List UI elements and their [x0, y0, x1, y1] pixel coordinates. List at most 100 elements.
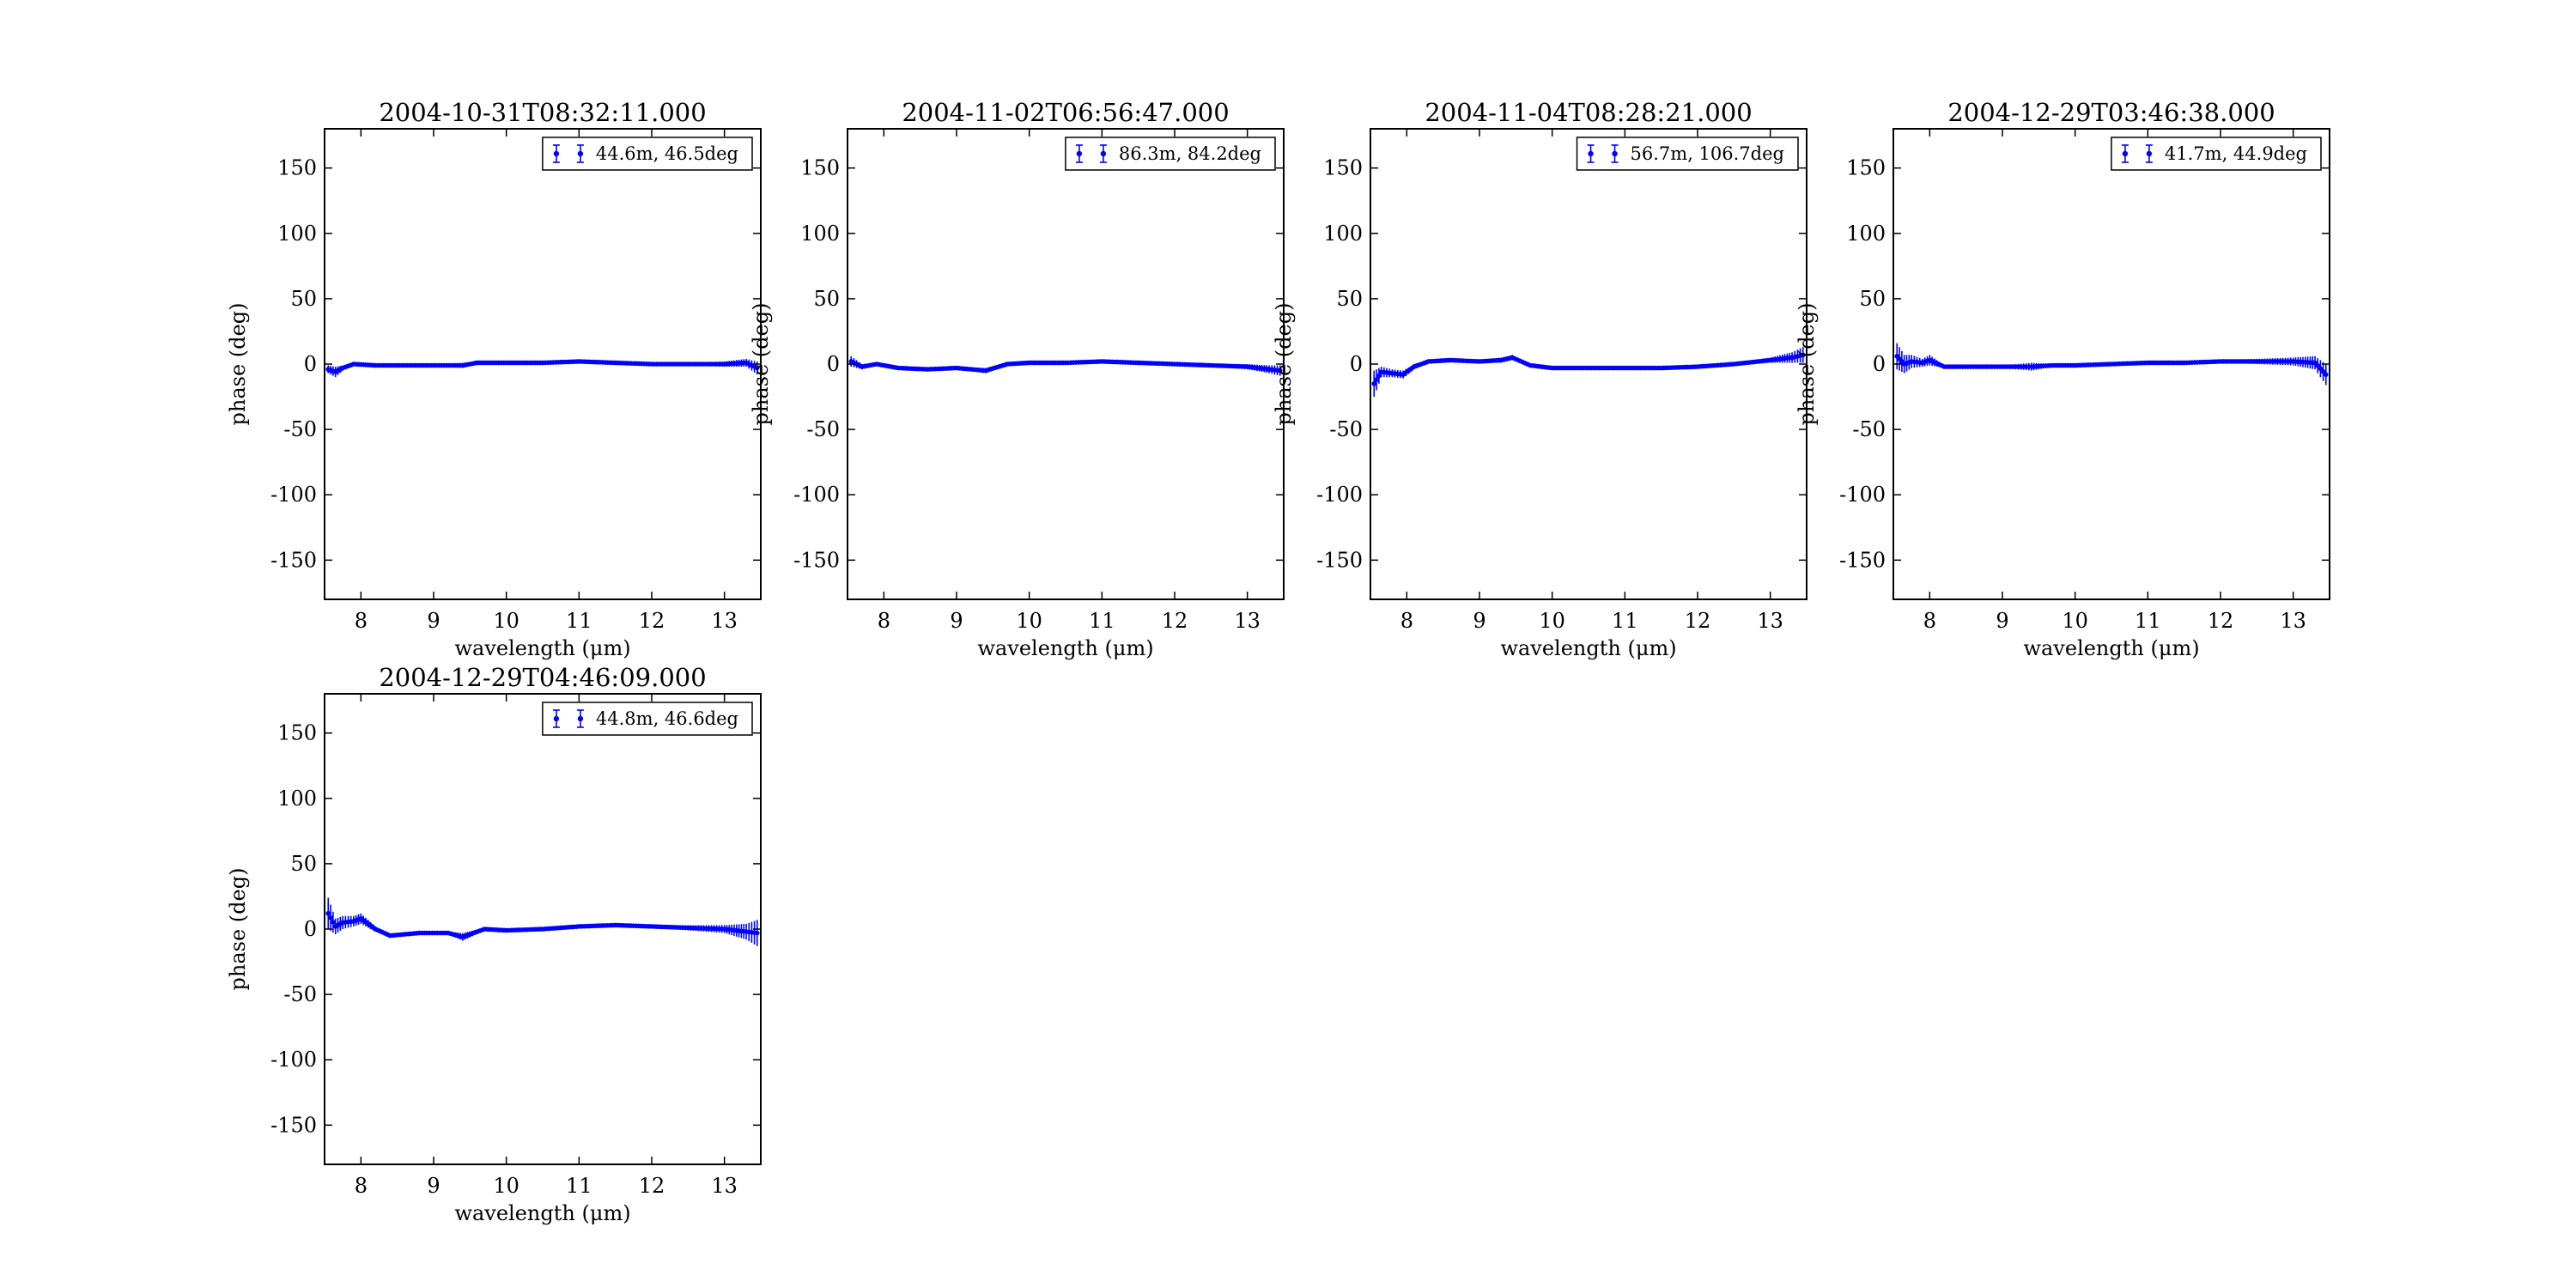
- x-tick-label: 12: [1162, 609, 1188, 633]
- subplot-1: 2004-10-31T08:32:11.000 8 9 10 11 12 13 -150 -10…: [226, 98, 762, 660]
- x-axis-label: wavelength (μm): [1500, 636, 1676, 660]
- x-tick-label: 9: [1996, 609, 2008, 633]
- y-tick-label: 50: [1859, 287, 1886, 311]
- data-point: [1376, 373, 1382, 379]
- y-tick-label: -100: [270, 1048, 317, 1072]
- subplot-title: 2004-12-29T04:46:09.000: [379, 663, 706, 692]
- y-tick-label: 150: [277, 721, 317, 745]
- x-tick-label: 8: [1400, 609, 1413, 633]
- x-tick-label: 12: [639, 609, 665, 633]
- data-point: [1277, 368, 1283, 374]
- x-tick-label: 12: [639, 1174, 665, 1198]
- y-tick-label: 50: [1336, 287, 1363, 311]
- x-tick-label: 11: [1612, 609, 1638, 633]
- y-tick-label: -50: [1852, 417, 1886, 441]
- y-tick-label: -150: [1839, 548, 1886, 572]
- data-point: [754, 930, 760, 936]
- y-tick-label: -50: [283, 417, 317, 441]
- x-tick-label: 10: [2062, 609, 2088, 633]
- x-tick-label: 13: [711, 609, 738, 633]
- y-tick-label: 100: [277, 222, 317, 246]
- x-tick-label: 10: [493, 609, 519, 633]
- y-tick-label: 50: [813, 287, 840, 311]
- x-tick-label: 11: [2135, 609, 2161, 633]
- data-point: [325, 910, 331, 916]
- subplot-2: 2004-11-02T06:56:47.000 8 9 10 11 12 13 -150 -10…: [749, 98, 1285, 660]
- x-tick-label: 9: [950, 609, 963, 633]
- legend-label: 56.7m, 106.7deg: [1631, 143, 1784, 164]
- legend: 41.7m, 44.9deg: [2111, 137, 2322, 171]
- legend-marker: [553, 150, 560, 157]
- y-tick-label: 0: [1350, 352, 1363, 376]
- subplot-title: 2004-11-02T06:56:47.000: [902, 98, 1229, 127]
- data-series: [1371, 347, 1806, 398]
- legend: 44.6m, 46.5deg: [542, 137, 753, 171]
- legend-marker: [2146, 150, 2153, 157]
- y-tick-label: 0: [827, 352, 840, 376]
- legend: 86.3m, 84.2deg: [1065, 137, 1276, 171]
- y-tick-label: 150: [1323, 156, 1363, 180]
- y-tick-label: 0: [1873, 352, 1886, 376]
- y-tick-label: -100: [1316, 483, 1363, 507]
- x-tick-label: 11: [566, 609, 592, 633]
- y-tick-label: 50: [290, 852, 317, 876]
- data-point: [754, 365, 760, 371]
- legend-marker: [1612, 150, 1618, 157]
- legend-marker: [577, 150, 584, 157]
- y-tick-label: -150: [270, 548, 317, 572]
- y-tick-label: -150: [793, 548, 840, 572]
- x-tick-label: 13: [711, 1174, 738, 1198]
- data-series: [325, 897, 760, 946]
- y-tick-label: 100: [1323, 222, 1363, 246]
- x-tick-label: 13: [1234, 609, 1261, 633]
- legend-box: [542, 137, 753, 171]
- y-tick-label: -50: [806, 417, 840, 441]
- x-tick-label: 8: [355, 609, 368, 633]
- legend-marker: [553, 715, 560, 722]
- x-axis-label: wavelength (μm): [454, 636, 630, 660]
- x-axis-label: wavelength (μm): [454, 1201, 630, 1225]
- subplot-grid: 2004-10-31T08:32:11.000 8 9 10 11 12 13 -150 -10…: [226, 98, 2330, 1225]
- legend: 44.8m, 46.6deg: [542, 702, 753, 736]
- legend-box: [2111, 137, 2322, 171]
- legend-marker: [577, 715, 584, 722]
- y-tick-label: 150: [277, 156, 317, 180]
- data-point: [1371, 381, 1377, 386]
- subplot-5: 2004-12-29T04:46:09.000 8 9 10 11 12 13 -150 -10…: [226, 663, 762, 1225]
- legend: 56.7m, 106.7deg: [1576, 137, 1799, 171]
- legend-box: [1065, 137, 1276, 171]
- y-tick-label: -150: [270, 1113, 317, 1137]
- x-tick-label: 12: [1685, 609, 1711, 633]
- y-axis-label: phase (deg): [226, 303, 250, 426]
- x-axis-label: wavelength (μm): [977, 636, 1153, 660]
- x-tick-label: 10: [1016, 609, 1042, 633]
- data-point: [331, 920, 336, 925]
- data-point: [1800, 352, 1806, 358]
- x-tick-label: 8: [878, 609, 890, 633]
- y-tick-label: 100: [277, 787, 317, 811]
- data-series: [848, 355, 1283, 376]
- y-tick-label: 150: [800, 156, 840, 180]
- y-tick-label: -100: [270, 483, 317, 507]
- x-axis-label: wavelength (μm): [2023, 636, 2199, 660]
- x-tick-label: 11: [566, 1174, 592, 1198]
- legend-label: 44.8m, 46.6deg: [596, 708, 738, 729]
- x-tick-label: 8: [355, 1174, 368, 1198]
- x-tick-label: 9: [1473, 609, 1485, 633]
- subplot-4: 2004-12-29T03:46:38.000 8 9 10 11 12 13 -150 -10…: [1795, 98, 2330, 660]
- y-tick-label: -50: [1329, 417, 1363, 441]
- y-axis-label: phase (deg): [1795, 303, 1819, 426]
- legend-box: [542, 702, 753, 736]
- x-tick-label: 12: [2208, 609, 2234, 633]
- y-tick-label: -50: [283, 982, 317, 1006]
- y-axis-label: phase (deg): [226, 868, 250, 991]
- legend-label: 44.6m, 46.5deg: [596, 143, 738, 164]
- legend-marker: [1076, 150, 1083, 157]
- subplot-title: 2004-11-04T08:28:21.000: [1425, 98, 1752, 127]
- y-tick-label: -150: [1316, 548, 1363, 572]
- x-tick-label: 9: [427, 1174, 440, 1198]
- y-tick-label: -100: [793, 483, 840, 507]
- x-tick-label: 13: [1757, 609, 1783, 633]
